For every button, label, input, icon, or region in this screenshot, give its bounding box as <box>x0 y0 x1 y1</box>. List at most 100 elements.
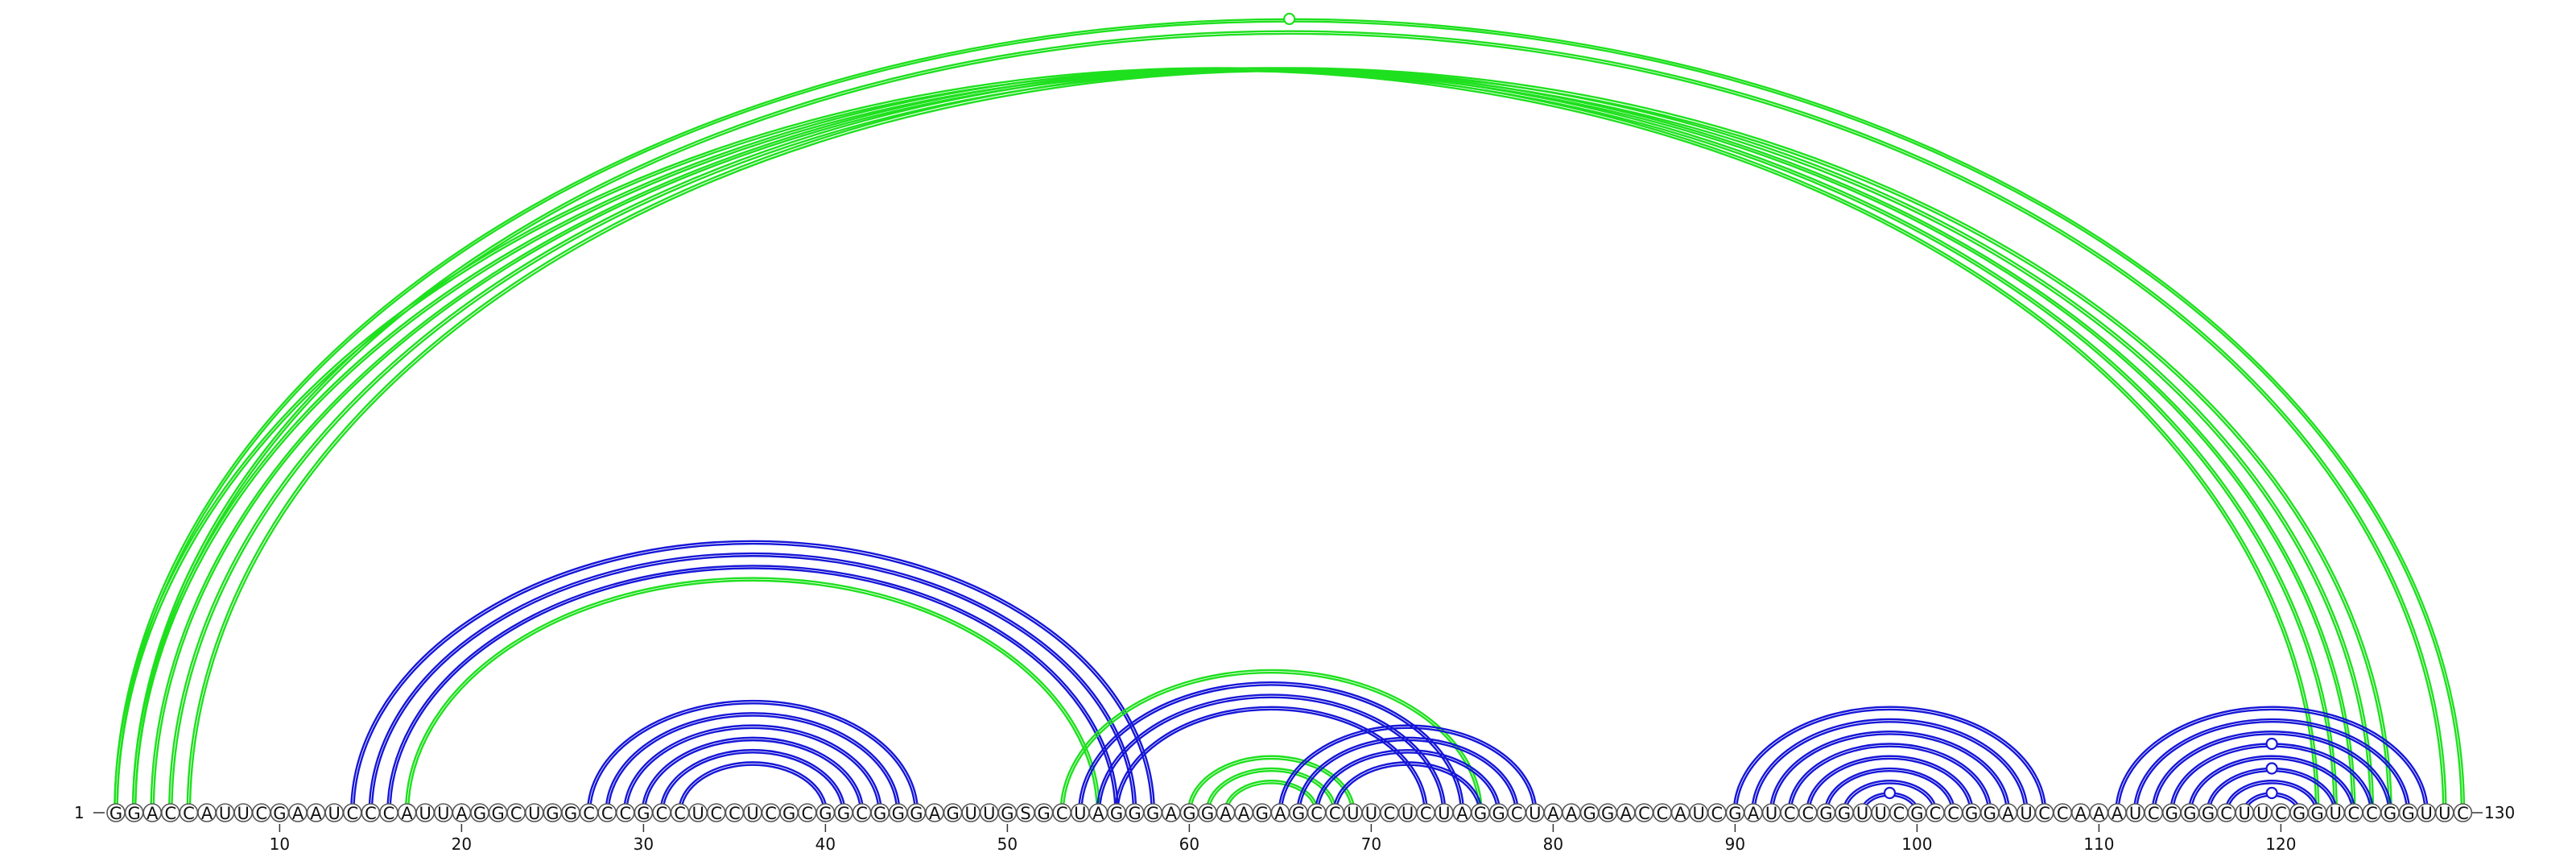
nucleotide: G <box>2180 803 2200 823</box>
nucleotide-letter: U <box>419 804 431 823</box>
nucleotide-letter: C <box>710 804 722 823</box>
nucleotide: U <box>215 803 235 823</box>
nucleotide-letter: C <box>1893 804 1905 823</box>
nucleotide-letter: C <box>1638 804 1650 823</box>
arc-112-127-outer <box>2132 718 2411 814</box>
arc-4-125-inner <box>171 69 2372 814</box>
nucleotide: C <box>361 803 381 823</box>
nucleotide: U <box>2326 803 2345 823</box>
nucleotide-letter: C <box>383 804 395 823</box>
nucleotide: U <box>1525 803 1545 823</box>
nucleotide: U <box>1361 803 1381 823</box>
arc-2-123-outer <box>131 67 2338 814</box>
arc-4-125-outer <box>168 67 2375 814</box>
nucleotide: G <box>470 803 489 823</box>
arc-95-102-outer <box>1823 767 1956 814</box>
nucleotide: C <box>652 803 671 823</box>
nucleotide: C <box>597 803 617 823</box>
arc-91-106-outer <box>1751 718 2029 814</box>
arc-15-57-outer <box>368 552 1137 814</box>
nucleotide-letter: G <box>564 804 577 823</box>
arc-5-126-outer <box>186 67 2392 814</box>
nucleotide-letter: U <box>1765 804 1777 823</box>
nucleotide-letter: G <box>1910 804 1923 823</box>
nucleotide: U <box>1397 803 1418 823</box>
nucleotide-letter: A <box>1456 804 1468 823</box>
nucleotide: A <box>452 803 472 823</box>
nucleotide: U <box>324 803 345 823</box>
nucleotide-letter: C <box>365 804 377 823</box>
arc-66-78-outer <box>1296 736 1519 814</box>
arc-56-73-inner <box>1117 708 1426 814</box>
nucleotide-letter: U <box>1529 804 1541 823</box>
nucleotide-letter: G <box>637 804 650 823</box>
nucleotide-letter: U <box>2330 804 2342 823</box>
nucleotide-letter: G <box>2165 804 2178 823</box>
nucleotide-letter: G <box>473 804 486 823</box>
arc-93-104-outer <box>1787 743 1992 814</box>
nucleotide-letter: A <box>1092 804 1104 823</box>
nucleotide-letter: C <box>619 804 631 823</box>
nucleotide: A <box>1562 803 1581 823</box>
nucleotide: G <box>1598 803 1617 823</box>
nucleotide-letter: G <box>892 804 905 823</box>
nucleotide: A <box>306 803 326 823</box>
nucleotide: C <box>1052 803 1071 823</box>
nucleotide-letter: U <box>528 804 540 823</box>
nucleotide: G <box>2198 803 2218 823</box>
nucleotide-letter: C <box>1384 804 1396 823</box>
nucleotide: U <box>524 803 544 823</box>
nucleotide: G <box>2307 803 2327 823</box>
nucleotide-letter: G <box>873 804 886 823</box>
nucleotide-letter: U <box>237 804 250 823</box>
nucleotide: A <box>1088 803 1108 823</box>
arc-96-101-inner <box>1844 782 1935 814</box>
tick-label: 50 <box>997 834 1018 854</box>
nucleotide-letter: U <box>1402 804 1414 823</box>
nucleotide: A <box>142 803 162 823</box>
nucleotide-letter: A <box>2112 804 2124 823</box>
nucleotide: A <box>1543 803 1563 823</box>
nucleotide: C <box>2053 803 2072 823</box>
nucleotide: G <box>634 803 654 823</box>
nucleotide-letter: C <box>2347 804 2359 823</box>
nucleotide: G <box>1198 803 1217 823</box>
nucleotide: C <box>852 803 872 823</box>
nucleotide-letter: G <box>2202 804 2215 823</box>
nucleotide: A <box>1744 803 1763 823</box>
nucleotide-letter: C <box>1311 804 1323 823</box>
nucleotide: U <box>980 803 999 823</box>
nucleotide: U <box>1435 803 1454 823</box>
arc-92-105-outer <box>1769 731 2011 814</box>
nucleotide-letter: U <box>2438 804 2450 823</box>
nucleotide-letter: G <box>1601 804 1614 823</box>
nucleotide-letter: G <box>1965 804 1978 823</box>
nucleotide: U <box>2253 803 2273 823</box>
nucleotide: U <box>1344 803 1363 823</box>
nucleotide-letter: U <box>2129 804 2141 823</box>
nucleotide: C <box>615 803 635 823</box>
arc-2-129-outer <box>131 30 2447 814</box>
arc-5-126-inner <box>188 69 2390 814</box>
position-axis: 10 20 30 40 50 60 70 80 90 100 110 120 <box>270 824 2296 854</box>
nucleotide: C <box>2344 803 2363 823</box>
nucleotide: C <box>342 803 362 823</box>
nucleotide: U <box>961 803 980 823</box>
arc-117-122-outer <box>2223 780 2320 814</box>
apex-marker <box>2265 737 2278 751</box>
nucleotide: G <box>779 803 799 823</box>
nucleotide: G <box>1034 803 1054 823</box>
nucleotide: C <box>761 803 781 823</box>
nucleotide-letter: C <box>1056 804 1068 823</box>
arc-56-73-outer <box>1114 706 1428 814</box>
nucleotide-letter: G <box>819 804 832 823</box>
nucleotide: G <box>1179 803 1199 823</box>
nucleotide-letter: G <box>546 804 559 823</box>
nucleotide-letter: U <box>983 804 995 823</box>
nucleotide-letter: C <box>1329 804 1341 823</box>
arc-62-67-inner <box>1226 782 1317 814</box>
arc-55-74-inner <box>1098 696 1444 814</box>
nucleotide: C <box>1889 803 1909 823</box>
arc-27-45-inner <box>589 702 916 814</box>
nucleotide-letter: G <box>1183 804 1195 823</box>
